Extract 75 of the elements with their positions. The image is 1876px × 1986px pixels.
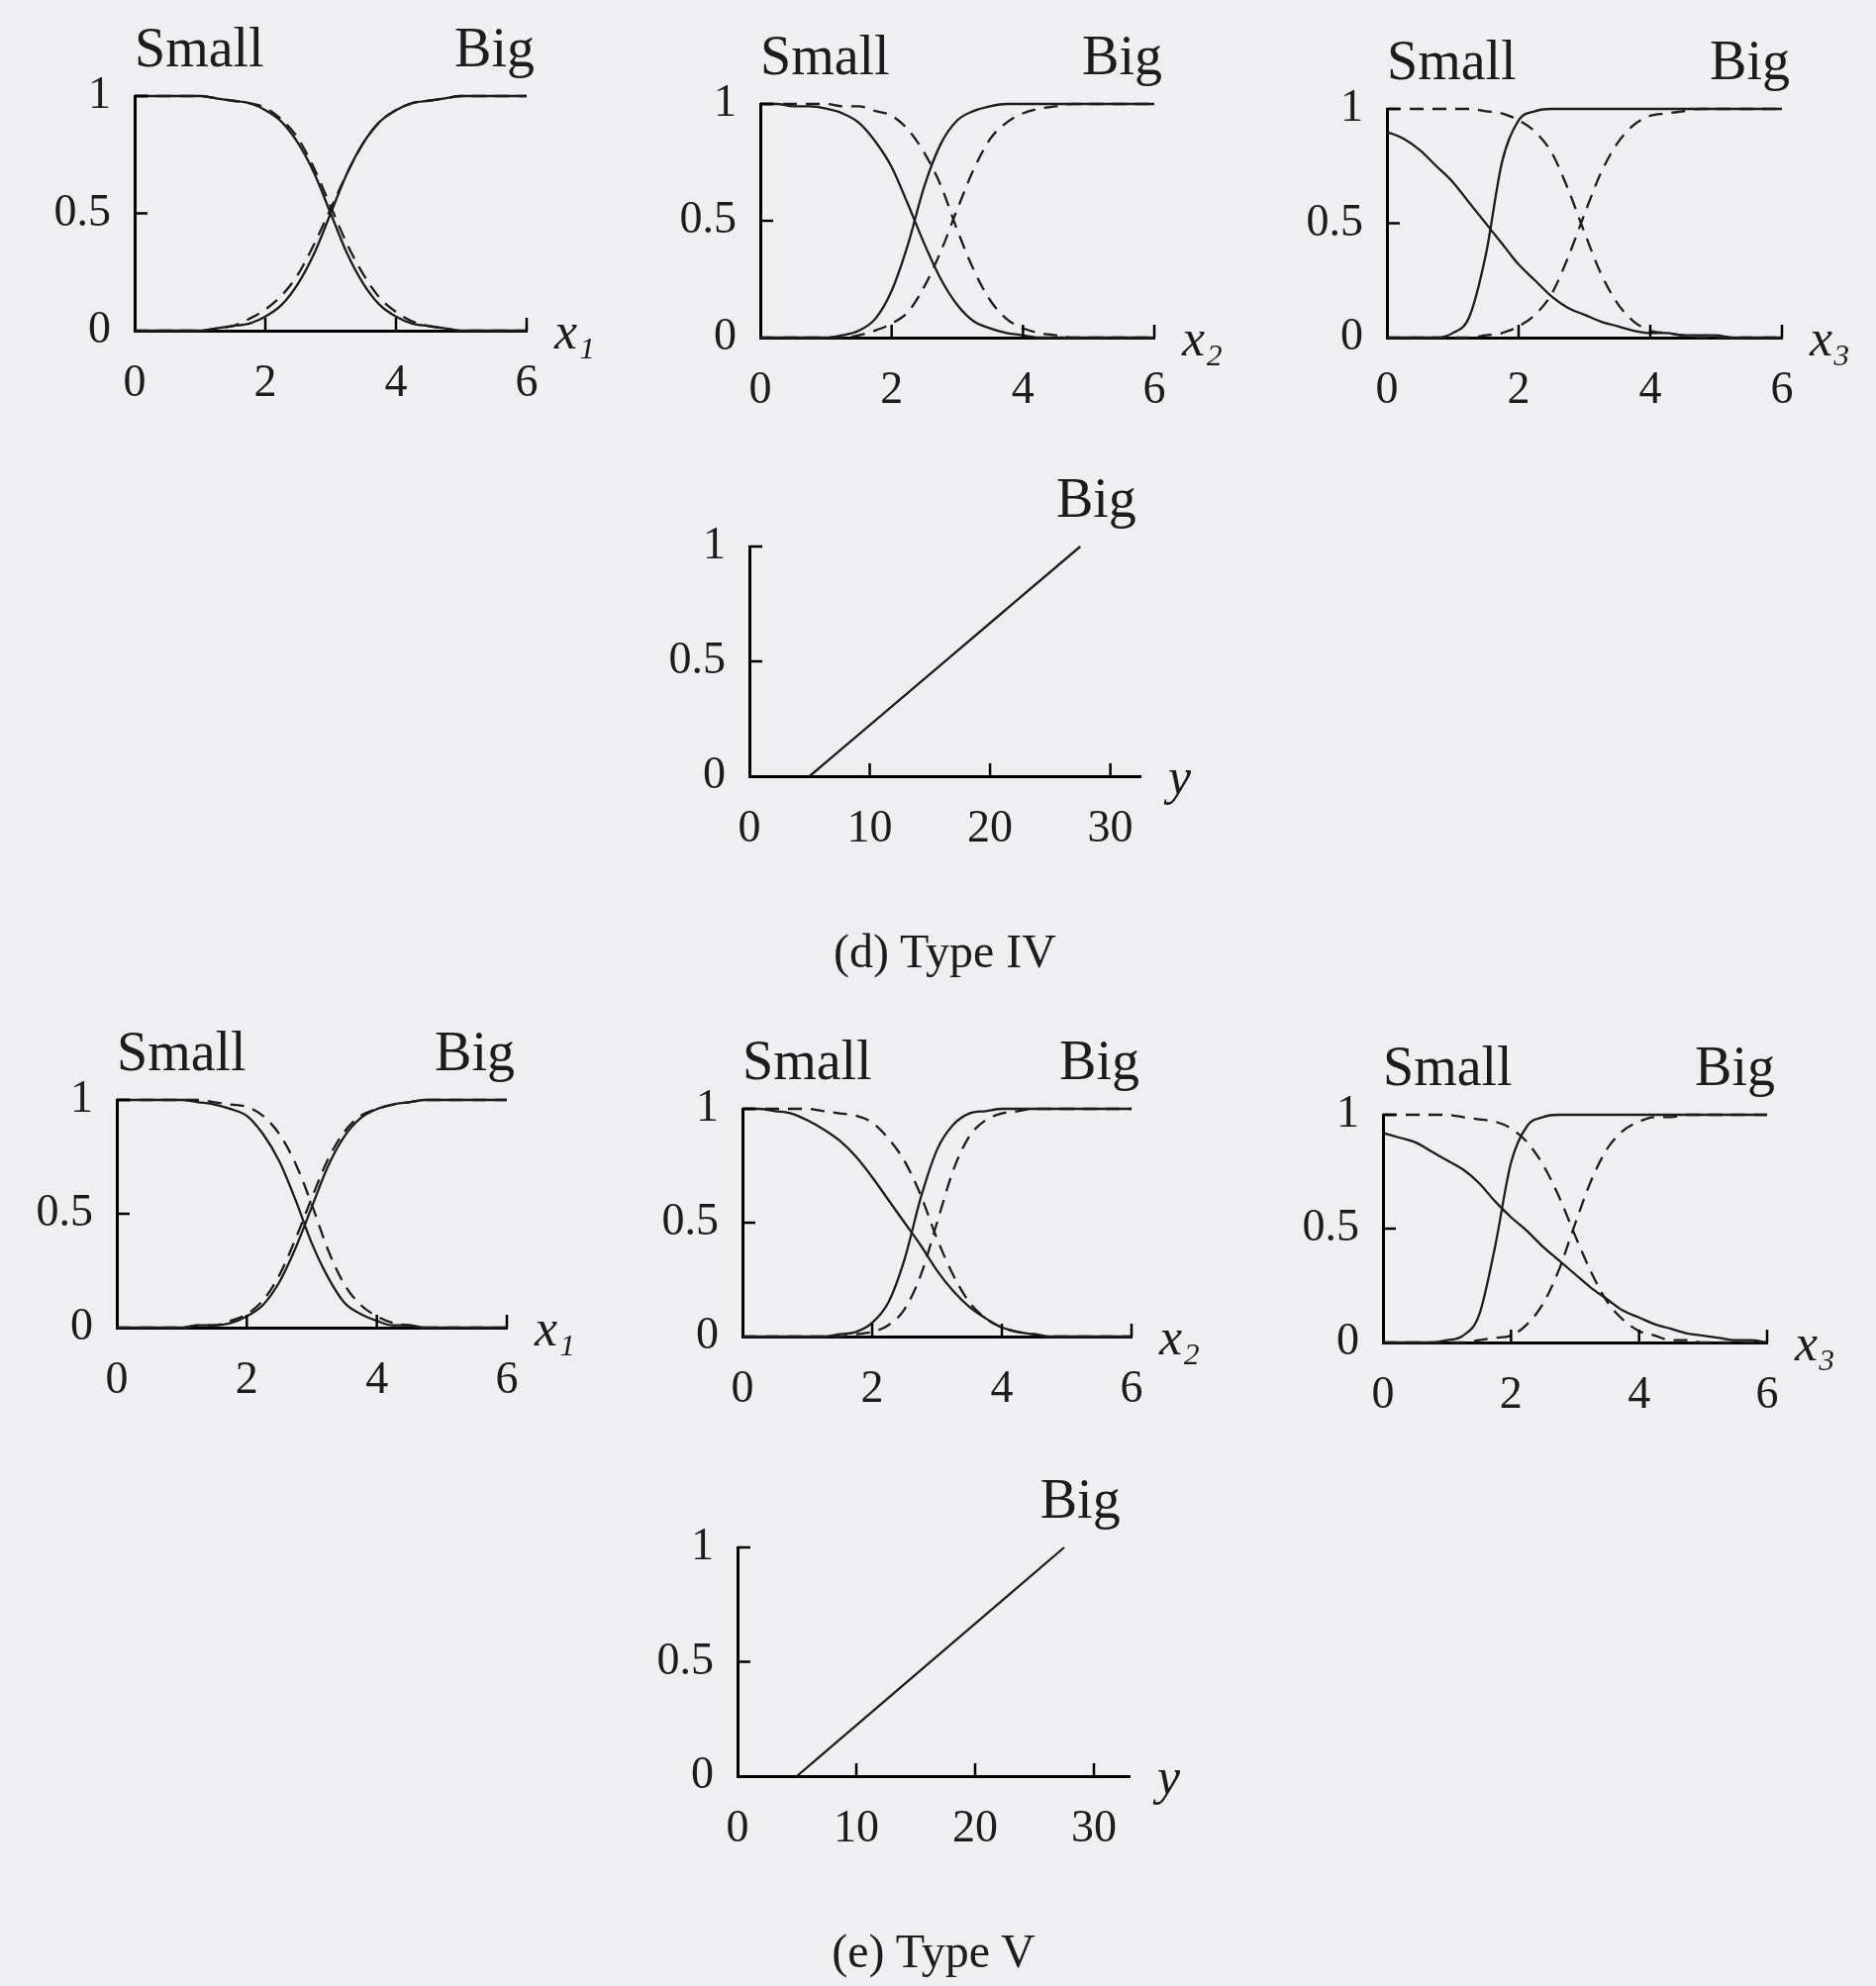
x-tick-label: 4 [1638, 361, 1662, 413]
y-tick-label: 0 [1336, 1314, 1359, 1365]
x-tick-label: 4 [384, 354, 408, 406]
y-tick-label: 1 [714, 75, 737, 127]
x-tick-label: 2 [1507, 361, 1530, 413]
y-tick-label: 0 [88, 302, 111, 353]
annotation: Big [1695, 1036, 1776, 1097]
annotation: Small [135, 17, 264, 78]
annotation: Small [760, 25, 890, 86]
y-tick-label: 1 [1336, 1086, 1359, 1138]
x-tick-label: 20 [967, 800, 1014, 851]
y-tick-label: 0.5 [1302, 1200, 1359, 1251]
y-tick-label: 1 [70, 1071, 93, 1123]
annotation: Small [117, 1021, 247, 1082]
x-tick-label: 20 [952, 1800, 998, 1851]
x-tick-label: 2 [880, 361, 904, 413]
annotation: Small [1387, 30, 1517, 91]
x-tick-label: 6 [495, 1351, 519, 1403]
y-tick-label: 1 [696, 1080, 719, 1132]
y-tick-label: 1 [691, 1519, 714, 1570]
x-tick-label: 0 [1375, 361, 1399, 413]
x-tick-label: 4 [365, 1351, 389, 1403]
x-tick-label: 0 [748, 361, 772, 413]
x-axis-title: x₁ [534, 1300, 576, 1356]
y-tick-label: 1 [88, 67, 111, 119]
x-axis-title: x₂ [1181, 310, 1224, 366]
x-tick-label: 30 [1071, 1800, 1117, 1851]
x-tick-label: 6 [1755, 1366, 1779, 1418]
y-tick-label: 0 [714, 309, 737, 360]
text: (d) Type IV [833, 925, 1057, 978]
x-tick-label: 30 [1087, 800, 1134, 851]
y-tick-label: 0.5 [36, 1185, 93, 1237]
x-tick-label: 2 [235, 1351, 258, 1403]
text: (e) Type V [832, 1925, 1037, 1978]
x-tick-label: 6 [1142, 361, 1166, 413]
y-tick-label: 0.5 [661, 1194, 719, 1245]
annotation: Big [1710, 30, 1791, 91]
x-tick-label: 10 [846, 800, 893, 851]
x-tick-label: 4 [990, 1360, 1014, 1412]
y-tick-label: 0.5 [668, 633, 726, 684]
y-tick-label: 0 [696, 1308, 719, 1359]
annotation: Big [1039, 1468, 1121, 1530]
x-tick-label: 2 [860, 1360, 884, 1412]
x-axis-title: x₃ [1794, 1315, 1836, 1371]
annotation: Big [1059, 1030, 1140, 1091]
x-tick-label: 2 [253, 354, 277, 406]
y-tick-label: 0 [691, 1747, 714, 1799]
y-tick-label: 0.5 [1306, 194, 1363, 246]
x-tick-label: 0 [123, 354, 147, 406]
annotation: Big [1055, 467, 1136, 529]
x-tick-label: 4 [1628, 1366, 1651, 1418]
annotation: Big [454, 17, 536, 78]
x-tick-label: 6 [1120, 1360, 1143, 1412]
annotation: Small [1383, 1036, 1513, 1097]
annotation: Big [435, 1021, 516, 1082]
x-axis-title: y [1152, 1748, 1181, 1805]
y-tick-label: 0 [1340, 309, 1363, 360]
x-tick-label: 6 [515, 354, 539, 406]
x-axis-title: x₁ [553, 303, 596, 359]
x-axis-title: x₂ [1158, 1309, 1201, 1365]
y-tick-label: 0 [703, 747, 726, 799]
x-tick-label: 10 [834, 1800, 879, 1851]
y-tick-label: 0.5 [679, 192, 737, 244]
y-tick-label: 0 [70, 1299, 93, 1350]
y-tick-label: 0.5 [53, 184, 111, 236]
annotation: Small [742, 1030, 872, 1091]
x-axis-title: y [1163, 748, 1192, 805]
x-tick-label: 6 [1770, 361, 1794, 413]
x-tick-label: 2 [1499, 1366, 1523, 1418]
x-axis-title: x₃ [1809, 310, 1851, 366]
y-tick-label: 0.5 [656, 1633, 714, 1684]
annotation: Big [1082, 25, 1163, 86]
y-tick-label: 1 [1340, 80, 1363, 132]
y-tick-label: 1 [703, 518, 726, 569]
x-tick-label: 4 [1011, 361, 1035, 413]
